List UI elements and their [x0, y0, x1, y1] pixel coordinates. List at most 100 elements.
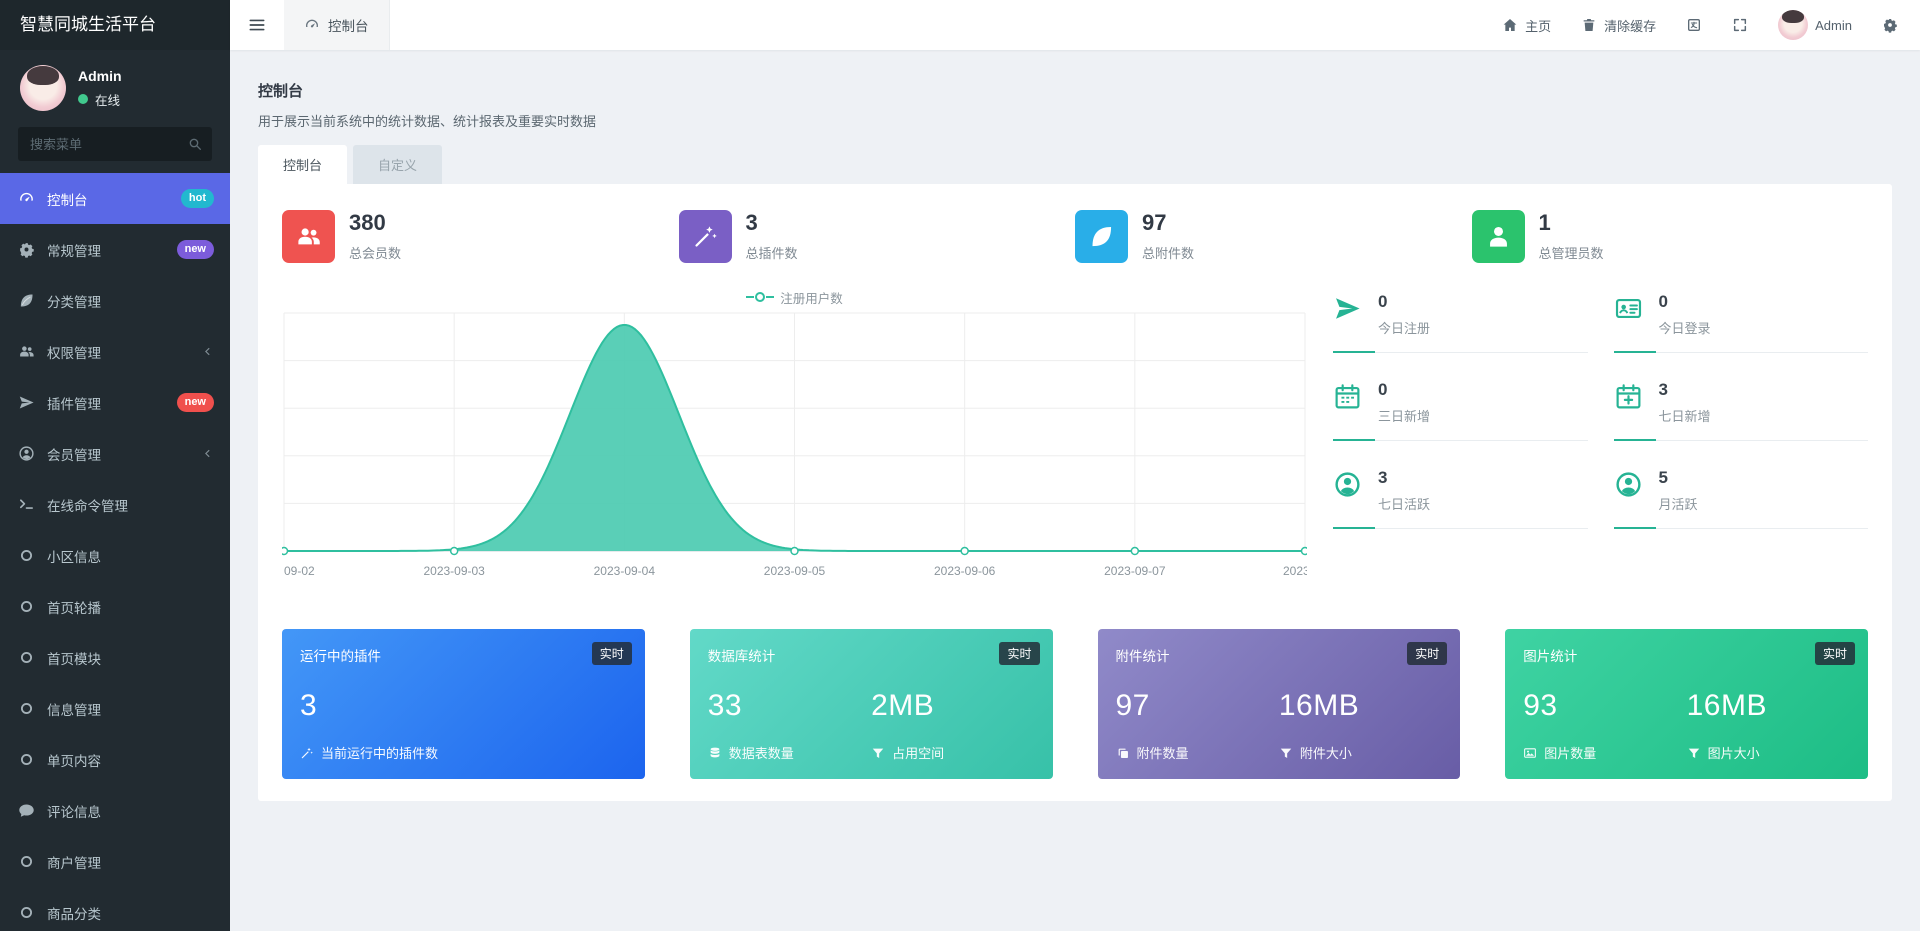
summary-stat: 97 总附件数 — [1075, 210, 1472, 263]
mini-stat-label: 今日注册 — [1378, 321, 1431, 336]
chart-row: 注册用户数 09-02 2023-09-03 2023-09-04 2023-09-0… — [282, 287, 1868, 599]
realtime-card: 图片统计 实时 93 16MB 图片数量 图片大小 — [1505, 629, 1868, 779]
settings-button[interactable] — [1882, 17, 1898, 33]
stat-value: 380 — [349, 209, 386, 235]
sidebar-menu-item[interactable]: 小区信息 — [0, 530, 230, 581]
topbar-tab-dashboard[interactable]: 控制台 — [284, 0, 390, 50]
sidebar-menu-item[interactable]: 权限管理 — [0, 326, 230, 377]
mini-stat: 0 今日注册 — [1333, 291, 1588, 353]
image-icon — [1523, 746, 1537, 760]
circle-icon — [16, 750, 36, 770]
topbar-actions: 主页 清除缓存 Admin — [1502, 0, 1920, 50]
circle-icon — [16, 852, 36, 872]
search-input[interactable] — [18, 127, 212, 161]
sidebar-item-label: 在线命令管理 — [47, 498, 128, 514]
app-logo: 智慧同城生活平台 — [0, 0, 230, 50]
realtime-card: 数据库统计 实时 33 2MB 数据表数量 占用空间 — [689, 629, 1053, 779]
content-tabs: 控制台 自定义 — [258, 145, 1892, 184]
chart-container: 注册用户数 09-02 2023-09-03 2023-09-04 2023-09-0… — [282, 287, 1307, 599]
data-point-marker — [790, 546, 799, 556]
sidebar-menu: 控制台 hot 常规管理 new 分类管理 权限管理 插件管理 new 会员管理… — [0, 173, 230, 931]
sidebar-item-label: 会员管理 — [47, 447, 101, 463]
user-status: 在线 — [78, 90, 122, 109]
legend-label: 注册用户数 — [780, 291, 843, 306]
search-icon — [187, 136, 203, 152]
circle-icon — [16, 546, 36, 566]
content-tab-1[interactable]: 控制台 — [258, 145, 348, 184]
home-link[interactable]: 主页 — [1502, 16, 1551, 35]
funnel-icon — [1687, 746, 1701, 760]
mini-stat-label: 七日新增 — [1658, 409, 1711, 424]
sidebar-menu-item[interactable]: 在线命令管理 — [0, 479, 230, 530]
page-header: 控制台 用于展示当前系统中的统计数据、统计报表及重要实时数据 — [258, 80, 1892, 130]
card-metric-value: 33 — [707, 689, 743, 722]
page-description: 用于展示当前系统中的统计数据、统计报表及重要实时数据 — [258, 114, 597, 129]
fullscreen-button[interactable] — [1732, 17, 1748, 33]
mini-stat: 5 月活跃 — [1613, 467, 1868, 529]
user-circle-icon — [1614, 470, 1646, 502]
sidebar-search — [18, 127, 212, 161]
card-metric-value: 16MB — [1278, 689, 1360, 722]
sidebar-menu-item[interactable]: 控制台 hot — [0, 173, 230, 224]
mini-stat: 3 七日新增 — [1613, 379, 1868, 441]
rocket-icon — [1333, 294, 1365, 326]
summary-stat: 380 总会员数 — [282, 210, 679, 263]
magic-icon — [300, 746, 314, 760]
card-metric-label: 图片数量 — [1523, 743, 1686, 762]
mini-stat: 0 三日新增 — [1333, 379, 1588, 441]
sidebar-item-label: 控制台 — [47, 192, 88, 208]
user-icon — [1471, 210, 1525, 263]
mini-stat-value: 3 — [1658, 380, 1668, 399]
chart-legend[interactable]: 注册用户数 — [282, 287, 1307, 307]
comment-icon — [16, 801, 36, 821]
sidebar-menu-item[interactable]: 单页内容 — [0, 734, 230, 785]
funnel-icon — [1279, 746, 1293, 760]
user-name: Admin — [78, 67, 122, 84]
content-tab-2[interactable]: 自定义 — [353, 145, 443, 184]
sidebar-menu-item[interactable]: 会员管理 — [0, 428, 230, 479]
submenu-chevron-left-icon — [201, 345, 214, 358]
sidebar-menu-item[interactable]: 首页模块 — [0, 632, 230, 683]
sidebar-menu-item[interactable]: 商户管理 — [0, 836, 230, 887]
page-title: 控制台 — [258, 83, 304, 100]
menu-toggle-button[interactable] — [230, 0, 284, 50]
users-icon — [16, 342, 36, 362]
language-button[interactable] — [1686, 17, 1702, 33]
funnel-icon — [871, 746, 885, 760]
card-metric-value: 3 — [300, 689, 318, 722]
home-icon — [1502, 17, 1518, 33]
sidebar-menu-item[interactable]: 常规管理 new — [0, 224, 230, 275]
stat-value: 3 — [745, 209, 758, 235]
sidebar-item-label: 插件管理 — [47, 396, 101, 412]
card-title: 图片统计 — [1523, 649, 1578, 664]
magic-icon — [678, 210, 732, 263]
sidebar-menu-item[interactable]: 评论信息 — [0, 785, 230, 836]
stat-label: 总会员数 — [349, 245, 402, 261]
mini-stat-label: 七日活跃 — [1378, 497, 1431, 512]
mini-stat-value: 3 — [1378, 468, 1388, 487]
sidebar-menu-item[interactable]: 首页轮播 — [0, 581, 230, 632]
clear-cache-button[interactable]: 清除缓存 — [1581, 16, 1656, 35]
mini-stat-value: 0 — [1378, 380, 1388, 399]
summary-stats-row: 380 总会员数 3 总插件数 97 总附件数 1 总管理员数 — [282, 210, 1868, 263]
topbar-user[interactable]: Admin — [1778, 10, 1852, 40]
menu-badge: new — [176, 240, 214, 259]
sidebar-item-label: 常规管理 — [47, 243, 101, 259]
sidebar-menu-item[interactable]: 插件管理 new — [0, 377, 230, 428]
sidebar-menu-item[interactable]: 分类管理 — [0, 275, 230, 326]
realtime-badge: 实时 — [591, 642, 632, 665]
sidebar-menu-item[interactable]: 商品分类 — [0, 887, 230, 931]
sidebar-menu-item[interactable]: 信息管理 — [0, 683, 230, 734]
sidebar-item-label: 首页轮播 — [47, 600, 101, 616]
summary-stat: 3 总插件数 — [678, 209, 1076, 263]
mini-stat-value: 0 — [1658, 292, 1668, 311]
sidebar-item-label: 评论信息 — [47, 804, 101, 820]
topbar-user-name: Admin — [1815, 17, 1852, 33]
data-point-marker — [449, 546, 459, 556]
topbar-tab-label: 控制台 — [328, 19, 369, 34]
page-content: 控制台 用于展示当前系统中的统计数据、统计报表及重要实时数据 控制台 自定义 38… — [230, 50, 1920, 801]
data-point-marker — [1300, 546, 1307, 556]
data-point-marker — [1130, 546, 1140, 556]
data-point-marker — [282, 546, 289, 556]
